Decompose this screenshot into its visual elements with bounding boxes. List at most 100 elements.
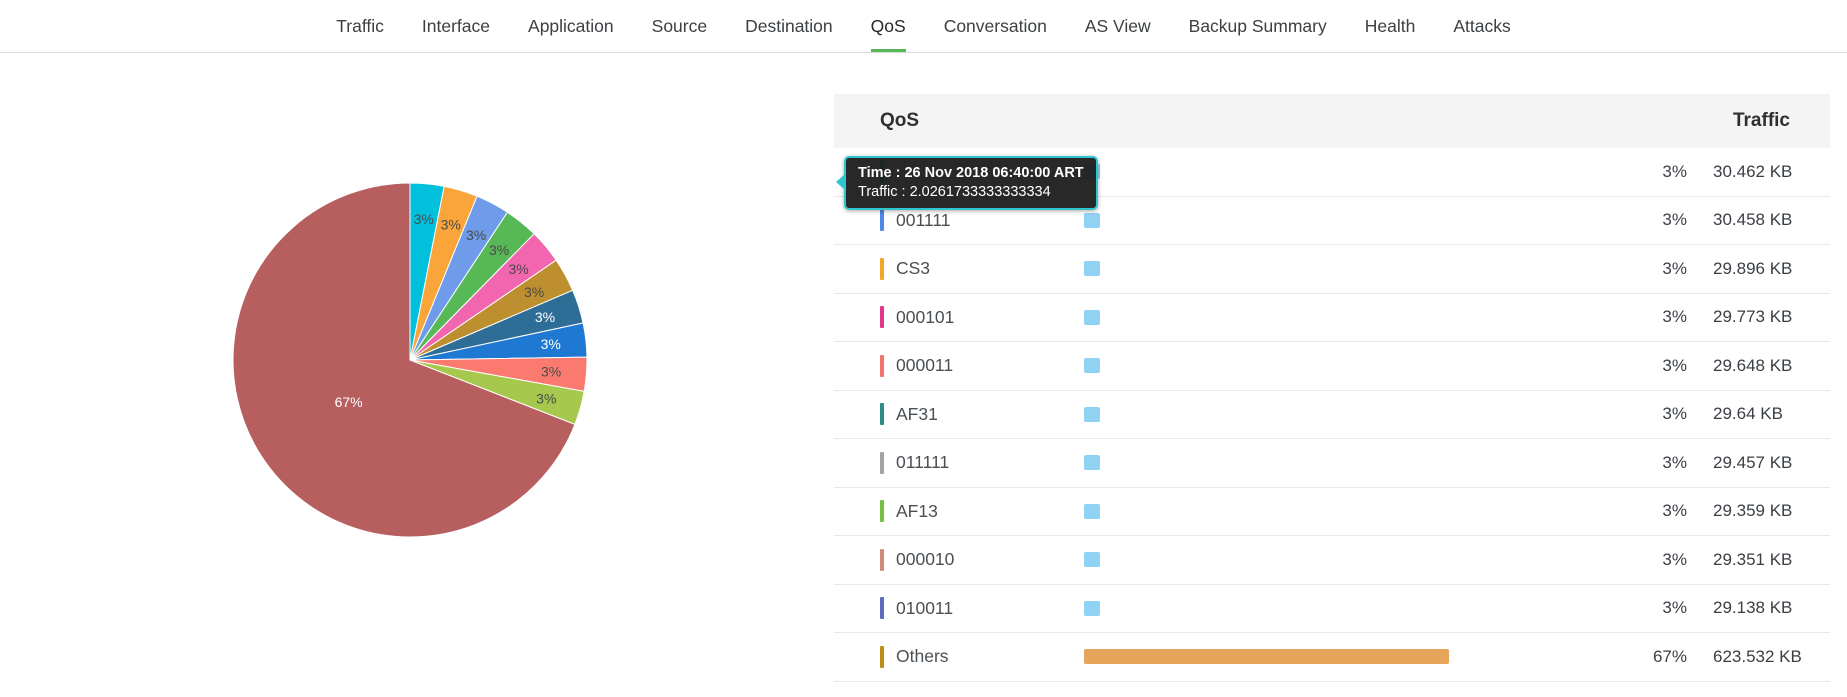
traffic-value: 29.351 KB (1713, 549, 1793, 569)
pie-slice-label: 3% (535, 309, 555, 325)
pie-slice-label: 3% (466, 227, 486, 243)
tab-bar: Traffic Interface Application Source Destina… (0, 0, 1847, 53)
traffic-value: 29.138 KB (1713, 598, 1793, 618)
traffic-percent: 3% (1662, 501, 1687, 521)
traffic-value: 29.648 KB (1713, 355, 1793, 375)
table-row[interactable]: AF13 3% 29.359 KB (834, 487, 1830, 536)
qos-color-indicator (880, 597, 884, 620)
traffic-bar (1084, 406, 1101, 422)
qos-label: CS3 (896, 258, 931, 279)
nav-tab-qos[interactable]: QoS (870, 0, 906, 52)
nav-tab-as-view[interactable]: AS View (1084, 15, 1151, 36)
qos-color-indicator (880, 548, 884, 571)
qos-color-indicator (880, 645, 884, 668)
traffic-percent: 3% (1662, 210, 1687, 230)
traffic-value: 30.458 KB (1713, 210, 1793, 230)
nav-tab-traffic[interactable]: Traffic (336, 15, 384, 36)
pie-slice-label: 3% (441, 216, 461, 232)
traffic-bar-track (1084, 164, 1595, 180)
traffic-value: 29.359 KB (1713, 501, 1793, 521)
nav-tab-source[interactable]: Source (651, 15, 708, 36)
qos-label: 001111 (896, 209, 951, 230)
qos-color-indicator (880, 257, 884, 280)
nav-tab-attacks[interactable]: Attacks (1453, 15, 1511, 36)
table-row[interactable]: 011111 3% 29.457 KB (834, 439, 1830, 488)
traffic-percent: 3% (1662, 355, 1687, 375)
traffic-bar (1084, 212, 1101, 228)
qos-table: QoS Traffic 3% 30.462 KB 001111 3% 30.45… (834, 94, 1830, 682)
traffic-bar (1084, 455, 1101, 471)
qos-color-indicator (880, 209, 884, 232)
qos-label: 010011 (896, 597, 954, 618)
traffic-bar (1084, 309, 1101, 325)
traffic-bar (1084, 261, 1101, 277)
traffic-percent: 3% (1662, 452, 1687, 472)
pie-slice-label: 3% (536, 391, 556, 407)
table-row[interactable]: Others 67% 623.532 KB (834, 633, 1830, 682)
traffic-bar-track (1084, 649, 1595, 665)
pie-slice-label: 3% (414, 211, 434, 227)
table-row[interactable]: 010011 3% 29.138 KB (834, 584, 1830, 633)
traffic-value: 29.64 KB (1713, 404, 1783, 424)
traffic-value: 623.532 KB (1713, 646, 1802, 666)
nav-tab-application[interactable]: Application (528, 15, 614, 36)
traffic-value: 30.462 KB (1713, 161, 1793, 181)
traffic-percent: 3% (1662, 161, 1687, 181)
traffic-bar-track (1084, 552, 1595, 568)
traffic-percent: 3% (1662, 598, 1687, 618)
nav-tab-interface[interactable]: Interface (421, 15, 491, 36)
traffic-bar (1084, 600, 1101, 616)
pie-slice-label: 3% (541, 336, 561, 352)
nav-tab-destination[interactable]: Destination (745, 15, 833, 36)
tooltip-time: Time : 26 Nov 2018 06:40:00 ART (858, 165, 1084, 181)
traffic-bar-track (1084, 600, 1595, 616)
qos-color-indicator (880, 403, 884, 426)
traffic-bar (1084, 552, 1101, 568)
traffic-bar-track (1084, 309, 1595, 325)
traffic-bar (1084, 358, 1101, 374)
traffic-bar-track (1084, 503, 1595, 519)
traffic-bar-track (1084, 406, 1595, 422)
column-header-qos[interactable]: QoS (880, 110, 920, 131)
nav-tab-conversation[interactable]: Conversation (943, 15, 1047, 36)
table-header: QoS Traffic (834, 94, 1830, 148)
pie-slice-label: 3% (489, 242, 509, 258)
table-row[interactable]: 000101 3% 29.773 KB (834, 293, 1830, 342)
pie-slice-label: 3% (508, 261, 528, 277)
column-header-traffic[interactable]: Traffic (1732, 110, 1790, 131)
traffic-bar (1084, 649, 1450, 665)
qos-color-indicator (880, 451, 884, 474)
qos-label: 011111 (896, 452, 950, 473)
pie-chart-svg: 3% 3%3%3%3%3%3%3%3%3%67% (232, 182, 588, 538)
pie-slice-label: 3% (541, 364, 561, 380)
nav-tab-health[interactable]: Health (1364, 15, 1416, 36)
qos-label: AF31 (896, 403, 938, 424)
qos-label: Others (896, 646, 949, 667)
traffic-bar-track (1084, 455, 1595, 471)
traffic-bar-track (1084, 212, 1595, 228)
pie-slice[interactable] (232, 182, 576, 538)
qos-label: 000010 (896, 549, 955, 570)
pie-slice-label: 67% (335, 394, 363, 410)
traffic-percent: 3% (1662, 404, 1687, 424)
traffic-bar-track (1084, 261, 1595, 277)
traffic-value: 29.896 KB (1713, 258, 1793, 278)
table-row[interactable]: AF31 3% 29.64 KB (834, 390, 1830, 439)
table-row[interactable]: CS3 3% 29.896 KB (834, 245, 1830, 294)
traffic-percent: 3% (1662, 258, 1687, 278)
table-row[interactable]: 000010 3% 29.351 KB (834, 536, 1830, 585)
traffic-percent: 67% (1652, 646, 1687, 666)
qos-color-indicator (880, 354, 884, 377)
qos-color-indicator (880, 500, 884, 523)
traffic-value: 29.773 KB (1713, 307, 1793, 327)
traffic-bar-track (1084, 358, 1595, 374)
chart-tooltip: Time : 26 Nov 2018 06:40:00 ART Traffic … (836, 156, 1098, 210)
qos-color-indicator (880, 306, 884, 329)
table-row[interactable]: 000011 3% 29.648 KB (834, 342, 1830, 391)
tooltip-traffic: Traffic : 2.0261733333333334 (858, 184, 1051, 200)
traffic-bar (1084, 503, 1101, 519)
traffic-percent: 3% (1662, 307, 1687, 327)
qos-label: 000011 (896, 355, 954, 376)
table-body: 3% 30.462 KB 001111 3% 30.458 KB CS3 3% … (834, 148, 1830, 682)
nav-tab-backup-summary[interactable]: Backup Summary (1188, 15, 1327, 36)
